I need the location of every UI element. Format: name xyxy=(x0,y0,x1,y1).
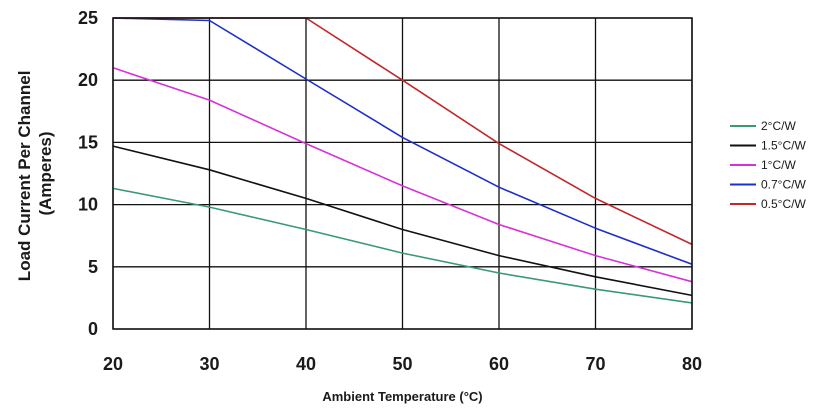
x-tick-label: 60 xyxy=(489,354,509,374)
series-line-3 xyxy=(112,17,693,266)
gridlines xyxy=(112,17,693,330)
y-tick-label: 5 xyxy=(88,257,98,277)
y-axis-title-line-1: Load Current Per Channel xyxy=(15,71,34,282)
x-tick-label: 30 xyxy=(199,354,219,374)
legend-label-0: 2°C/W xyxy=(761,119,796,133)
legend-label-1: 1.5°C/W xyxy=(761,139,806,153)
legend-label-3: 0.7°C/W xyxy=(761,178,806,192)
y-axis-title-line-2: (Amperes) xyxy=(36,131,55,215)
y-tick-label: 0 xyxy=(88,319,98,339)
series-line-0 xyxy=(112,187,693,304)
y-tick-labels: 0 5 10 15 20 25 xyxy=(78,8,98,339)
plot-frame xyxy=(112,17,693,330)
legend-label-4: 0.5°C/W xyxy=(761,197,806,211)
y-tick-label: 10 xyxy=(78,195,98,215)
legend-label-2: 1°C/W xyxy=(761,158,796,172)
x-tick-label: 50 xyxy=(392,354,412,374)
x-tick-labels: 20 30 40 50 60 70 80 xyxy=(103,354,702,374)
y-tick-label: 20 xyxy=(78,70,98,90)
x-tick-label: 20 xyxy=(103,354,123,374)
x-tick-label: 40 xyxy=(296,354,316,374)
legend: 2°C/W 1.5°C/W 1°C/W 0.7°C/W 0.5°C/W xyxy=(730,119,806,211)
series-line-2 xyxy=(112,67,693,283)
x-axis-title: Ambient Temperature (°C) xyxy=(322,389,482,404)
y-tick-label: 25 xyxy=(78,8,98,28)
series-lines xyxy=(112,17,693,304)
y-tick-label: 15 xyxy=(78,132,98,152)
x-tick-label: 80 xyxy=(682,354,702,374)
y-axis-title: Load Current Per Channel (Amperes) xyxy=(15,66,55,281)
series-line-1 xyxy=(112,145,693,297)
x-tick-label: 70 xyxy=(585,354,605,374)
